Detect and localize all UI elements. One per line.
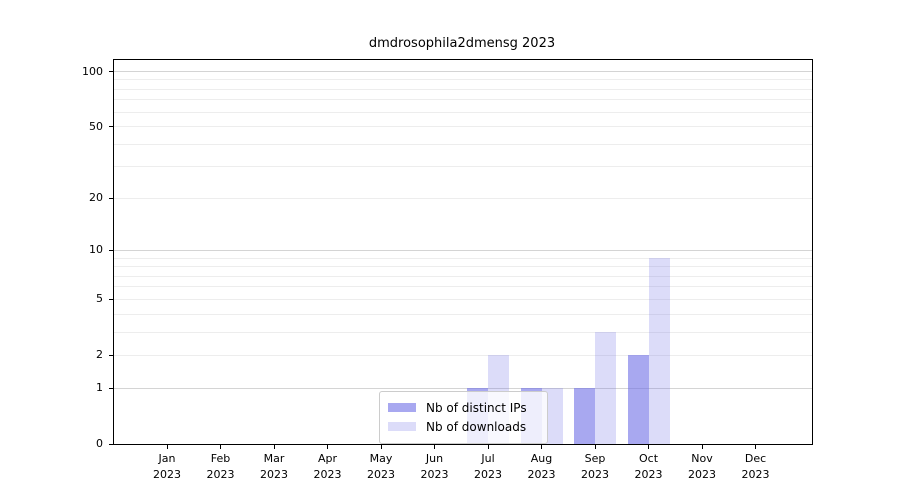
y-tick [109, 298, 113, 300]
x-tick [701, 444, 703, 449]
x-tick [166, 444, 168, 449]
bar-distinct-ips [627, 355, 649, 444]
gridline-minor [114, 99, 812, 101]
x-tick-label: Mar 2023 [260, 452, 288, 481]
x-tick-label: Jul 2023 [474, 452, 502, 481]
legend-item-downloads: Nb of downloads [388, 417, 539, 436]
gridline-major [114, 249, 812, 251]
gridline-minor [114, 79, 812, 81]
y-tick [109, 354, 113, 356]
legend-swatch-distinct-ips [388, 403, 416, 412]
gridline-minor [114, 286, 812, 288]
x-tick [541, 444, 542, 449]
legend-item-distinct-ips: Nb of distinct IPs [388, 398, 539, 417]
x-tick [327, 444, 328, 449]
x-tick-label: Aug 2023 [527, 452, 556, 481]
x-tick [648, 444, 649, 449]
x-tick-label: Oct 2023 [634, 452, 663, 481]
x-tick [755, 444, 756, 449]
x-tick [594, 444, 596, 449]
gridline-minor [114, 126, 812, 128]
x-tick-label: Jan 2023 [153, 452, 181, 481]
chart-title: dmdrosophila2dmensg 2023 [368, 36, 556, 51]
x-tick [380, 444, 382, 449]
gridline-minor [114, 354, 812, 356]
y-tick-label: 50 [89, 119, 103, 133]
y-tick-label: 10 [89, 243, 103, 257]
gridline-minor [114, 275, 812, 277]
gridline-minor [114, 266, 812, 268]
gridline-minor [114, 298, 812, 300]
x-tick [220, 444, 221, 449]
bar-distinct-ips [574, 388, 595, 444]
gridline-major [114, 387, 812, 389]
legend-label-downloads: Nb of downloads [426, 419, 527, 434]
x-tick-label: Apr 2023 [313, 452, 342, 481]
x-tick [273, 444, 275, 449]
x-tick [487, 444, 489, 449]
gridline-minor [114, 331, 812, 333]
x-tick-label: Sep 2023 [581, 452, 609, 481]
x-tick-label: Feb 2023 [206, 452, 235, 481]
plot-area: 0 1 2 5 10 20 50 100 Jan 2023 Feb 2023 Mar 2023 Apr 202… [82, 59, 813, 481]
gridline-minor [114, 143, 812, 145]
y-tick [109, 71, 113, 72]
y-tick [109, 443, 113, 445]
y-tick-label: 2 [96, 348, 103, 362]
gridline-minor [114, 257, 812, 259]
bar-downloads [595, 332, 616, 444]
x-tick-label: Nov 2023 [688, 452, 716, 481]
gridline-major [114, 71, 812, 72]
y-tick [109, 126, 113, 128]
y-tick-label: 20 [89, 191, 103, 205]
x-tick-label: May 2023 [367, 452, 395, 481]
gridline-minor [114, 313, 812, 315]
x-tick [434, 444, 435, 449]
gridline-minor [114, 166, 812, 168]
bar-downloads [648, 258, 670, 444]
legend-label-distinct-ips: Nb of distinct IPs [426, 400, 527, 415]
y-tick-label: 100 [82, 64, 103, 78]
y-tick [109, 197, 113, 199]
gridline-minor [114, 197, 812, 199]
y-tick-label: 5 [96, 292, 103, 306]
legend-swatch-downloads [388, 422, 416, 431]
y-tick-label: 1 [96, 381, 103, 395]
legend: Nb of distinct IPs Nb of downloads [379, 391, 548, 444]
x-tick-label: Dec 2023 [741, 452, 770, 481]
y-tick [109, 249, 113, 251]
gridline-minor [114, 111, 812, 113]
y-tick [109, 387, 113, 389]
gridline-minor [114, 88, 812, 90]
y-tick-label: 0 [96, 437, 103, 450]
x-tick-label: Jun 2023 [420, 452, 449, 481]
